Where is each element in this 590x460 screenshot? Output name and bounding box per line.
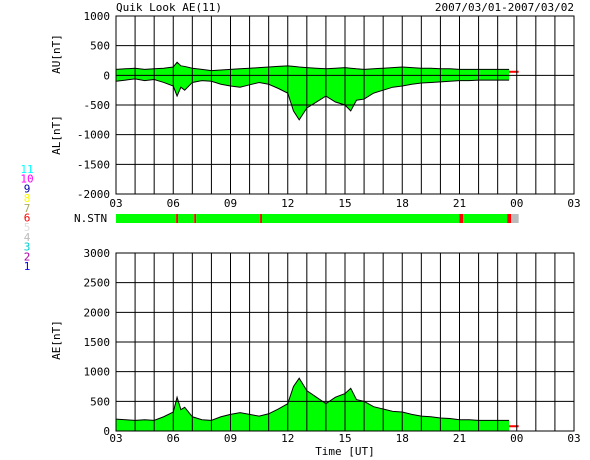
x-tick-label: 03 [109,197,122,210]
y-tick-label: 2500 [84,277,111,290]
x-tick-label: 15 [338,432,351,445]
au-al-series-au-line [115,61,510,72]
station-scale-label-2: 2 [24,250,31,263]
station-segment [511,214,519,223]
station-scale-label-8: 8 [24,192,31,205]
y-tick-label: -500 [84,99,111,112]
al-axis-label: AL[nT] [50,115,63,155]
y-tick-label: 1000 [84,366,111,379]
ae-grid [115,252,575,432]
x-tick-label: 18 [396,432,409,445]
ae-series [116,378,510,431]
au-al-series-al-line [115,78,510,121]
x-tick-label: 09 [224,197,237,210]
au-al-grid [115,15,575,195]
station-scale-label-5: 5 [24,221,31,234]
y-tick-label: 0 [103,69,110,82]
x-tick-label: 21 [453,432,466,445]
time-axis-label: Time [UT] [315,445,375,458]
y-tick-label: -1000 [77,129,110,142]
station-scale-label-1: 1 [24,260,31,273]
x-tick-label: 00 [510,432,523,445]
y-tick-label: 500 [90,40,110,53]
station-segment [196,214,261,223]
y-tick-label: 1000 [84,10,111,23]
x-tick-label: 12 [281,432,294,445]
x-tick-label: 06 [167,432,180,445]
y-tick-label: -2000 [77,188,110,201]
x-tick-label: 00 [510,197,523,210]
y-tick-label: 0 [103,425,110,438]
ae-axis-label: AE[nT] [50,320,63,360]
station-segment [261,214,460,223]
station-segment [459,214,464,223]
plot-frame [115,15,575,195]
ae-y-tick-labels: 3000 2500 2000 1500 1000 500 0 [84,247,111,438]
station-segment [194,214,197,223]
station-scale-label-4: 4 [24,231,31,244]
x-tick-label: 21 [453,197,466,210]
plot-frame [115,252,575,432]
station-scale-label-10: 10 [20,173,33,186]
station-count-label: N.STN [74,212,107,225]
station-scale-label-7: 7 [24,202,31,215]
y-tick-label: 2000 [84,306,111,319]
x-tick-label: 03 [567,432,580,445]
x-tick-label: 12 [281,197,294,210]
station-scale-label-3: 3 [24,241,31,254]
x-tick-label: 18 [396,197,409,210]
au-al-area [115,61,519,121]
y-tick-label: 3000 [84,247,111,260]
chart-title-right: 2007/03/01-2007/03/02 [435,1,574,14]
station-count-bar [116,214,519,223]
au-al-y-tick-labels: 1000 500 0 -500 -1000 -1500 -2000 [77,10,110,201]
chart-title-left: Quik Look AE(11) [116,1,222,14]
x-tick-label: 15 [338,197,351,210]
station-segment [178,214,195,223]
x-tick-label: 06 [167,197,180,210]
ae-area [115,377,519,431]
station-scale-label-6: 6 [24,212,31,225]
ae-x-tick-labels: 03 06 09 12 15 18 21 00 03 [109,432,580,445]
station-segment [507,214,512,223]
station-scale-label-9: 9 [24,182,31,195]
y-tick-label: 500 [90,395,110,408]
station-segment [463,214,508,223]
station-segment [176,214,179,223]
x-tick-label: 03 [109,432,122,445]
station-segment [260,214,262,223]
x-tick-label: 09 [224,432,237,445]
x-tick-label: 03 [567,197,580,210]
au-axis-label: AU[nT] [50,34,63,74]
y-tick-label: 1500 [84,336,111,349]
station-segment [116,214,177,223]
station-scale-label-11: 11 [20,163,33,176]
y-tick-label: -1500 [77,158,110,171]
au-al-x-tick-labels: 03 06 09 12 15 18 21 00 03 [109,197,580,210]
au-al-series [116,62,510,120]
